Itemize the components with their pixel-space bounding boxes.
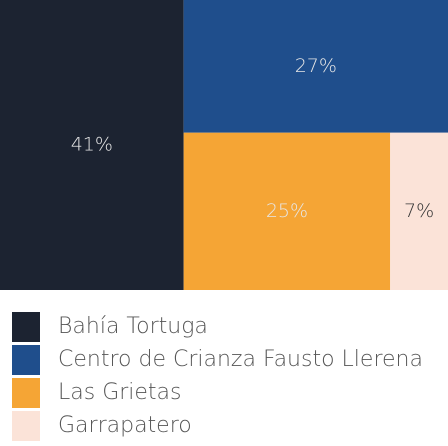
legend-label: Las Grietas [58,380,182,405]
value-label: 7% [404,200,434,222]
legend-swatch [12,378,40,408]
legend-swatch [12,312,40,342]
treemap-cell [183,0,448,133]
legend-label: Bahía Tortuga [58,314,208,339]
value-label: 25% [266,200,308,222]
treemap-cell [0,0,184,290]
legend-label: Centro de Crianza Fausto Llerena [58,347,423,372]
treemap-cell [390,132,448,290]
legend-swatch [12,345,40,375]
treemap-cell [183,132,391,290]
legend-swatch [12,411,40,441]
legend-label: Garrapatero [58,413,192,438]
value-label: 27% [295,55,337,77]
value-label: 41% [71,134,113,156]
